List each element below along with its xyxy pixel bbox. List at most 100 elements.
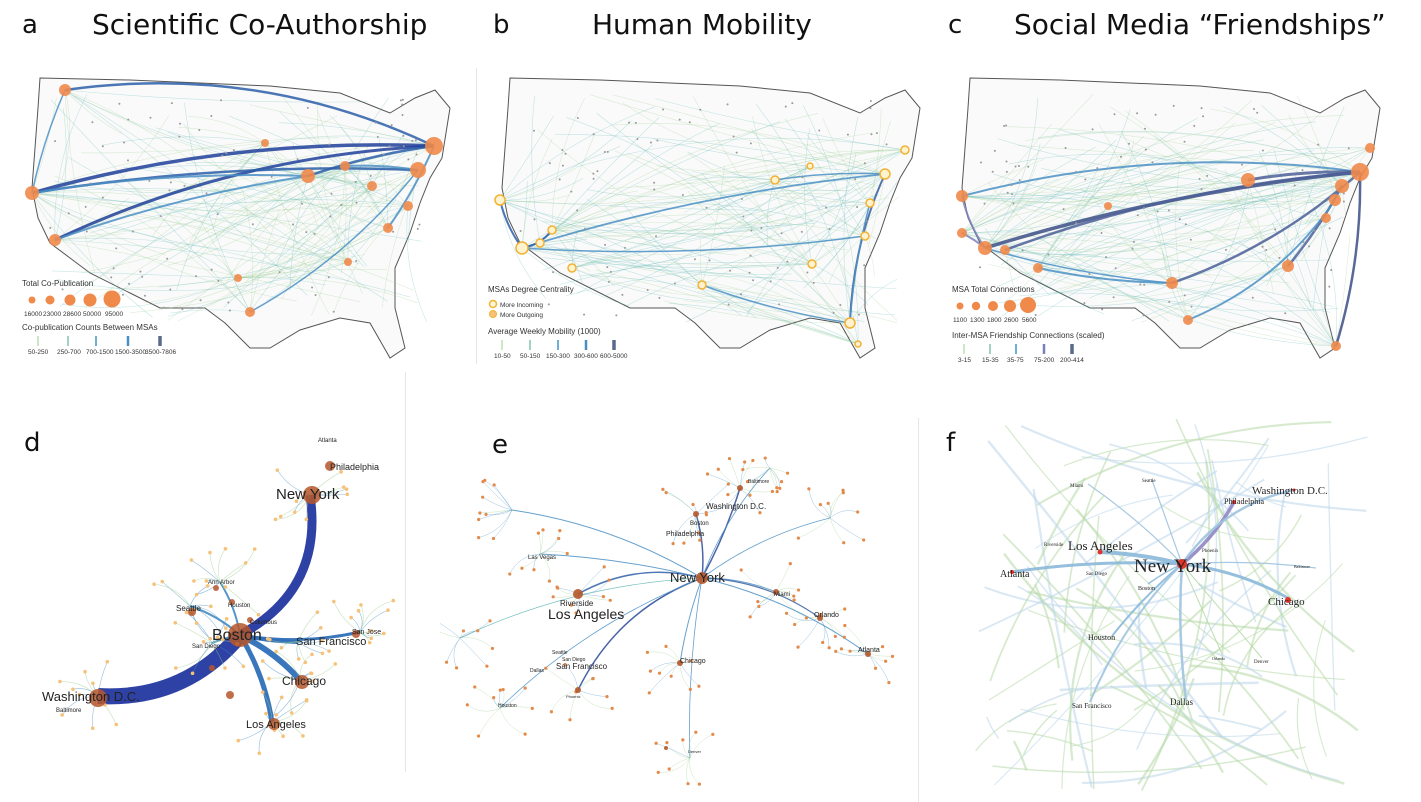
msa-dot — [101, 145, 104, 148]
msa-dot — [414, 139, 417, 142]
msa-dot — [329, 215, 332, 218]
map-edge — [555, 133, 886, 175]
map-edge — [167, 131, 373, 187]
msa-dot — [210, 268, 213, 271]
map-edge-major — [521, 235, 866, 253]
map-edge — [54, 115, 169, 241]
map-edge — [85, 175, 309, 308]
network-edge — [844, 625, 869, 655]
network-node — [665, 741, 669, 745]
network-node — [602, 565, 606, 569]
msa-node — [49, 234, 61, 246]
network-edge — [1198, 583, 1288, 629]
network-edge — [829, 492, 844, 519]
coauthorship-nodes — [25, 84, 443, 317]
map-edge — [1061, 185, 1343, 258]
network-edge — [829, 517, 844, 543]
msa-dot — [61, 288, 64, 291]
map-edge — [717, 165, 811, 210]
msa-dot — [168, 189, 171, 192]
network-edge — [1090, 515, 1100, 790]
network-edge — [1087, 483, 1183, 565]
network-edge — [359, 631, 384, 637]
network-node — [664, 644, 668, 648]
network-node — [260, 690, 265, 694]
label-san-diego: San Diego — [562, 657, 586, 663]
label-philadelphia: Philadelphia — [330, 462, 379, 472]
network-edge — [1180, 488, 1295, 565]
msa-node — [1183, 315, 1193, 325]
msa-node — [494, 194, 506, 206]
label-atlanta: Atlanta — [318, 438, 337, 444]
msa-node — [234, 274, 242, 282]
map-edge — [184, 102, 251, 313]
map-edge-major — [1334, 171, 1362, 347]
map-edge — [656, 149, 906, 173]
msa-dot — [621, 293, 624, 296]
map-edge — [664, 300, 851, 324]
map-edge — [1044, 171, 1361, 289]
network-node — [667, 767, 671, 771]
msa-dot — [740, 197, 743, 200]
msa-dot — [1128, 142, 1131, 145]
map-edge — [264, 142, 330, 315]
legend-edge-swatches — [963, 344, 1074, 354]
map-edge — [551, 97, 586, 231]
network-node — [173, 666, 178, 670]
network-node — [243, 561, 248, 565]
map-edge — [766, 179, 776, 246]
map-edge — [571, 223, 792, 269]
msa-dot — [979, 266, 982, 269]
network-edge — [701, 577, 821, 619]
msa-dot — [328, 143, 331, 146]
map-edge — [1025, 131, 1361, 173]
network-node — [827, 646, 831, 650]
msa-dot — [301, 202, 304, 205]
network-node — [310, 679, 314, 684]
map-edge — [54, 108, 67, 241]
map-edge — [624, 204, 703, 286]
msa-dot — [1206, 174, 1209, 177]
network-node — [694, 730, 698, 734]
map-edge — [521, 247, 897, 290]
map-edge — [1156, 218, 1173, 284]
map-edge — [54, 233, 125, 241]
map-edge — [784, 118, 866, 237]
legend-size-title: MSA Total Connections — [952, 285, 1035, 294]
map-edge — [340, 165, 347, 275]
network-node — [476, 734, 481, 738]
legend-edge-swatches — [37, 336, 162, 346]
msa-dot — [1062, 208, 1065, 211]
msa-dot — [369, 174, 372, 177]
msa-dot — [1113, 113, 1116, 116]
legend-node-title: MSAs Degree Centrality — [488, 285, 574, 294]
network-node — [671, 542, 675, 546]
msa-dot — [355, 201, 358, 204]
network-edge — [1181, 563, 1223, 655]
network-edge — [545, 667, 579, 691]
map-edge — [1187, 184, 1250, 321]
map-edge — [1037, 149, 1141, 269]
divider — [405, 372, 406, 772]
legend-size-value: 50000 — [83, 311, 101, 318]
network-node — [556, 586, 560, 590]
legend-size-value: 23000 — [43, 311, 61, 318]
map-edge — [551, 131, 596, 231]
label-los-angeles: Los Angeles — [548, 606, 624, 622]
msa-dot — [354, 180, 357, 183]
map-edge — [155, 127, 373, 187]
network-edge — [1181, 563, 1263, 659]
map-edge-major — [521, 173, 886, 249]
network-node — [821, 640, 825, 645]
network-node — [184, 610, 189, 615]
msa-dot — [1225, 248, 1228, 251]
msa-dot — [1047, 253, 1050, 256]
map-edge — [693, 274, 859, 345]
network-node — [260, 659, 265, 663]
msa-node — [1033, 263, 1043, 273]
map-edge — [688, 176, 776, 181]
network-node — [90, 726, 95, 731]
label-philadelphia: Philadelphia — [666, 531, 704, 538]
map-edge — [531, 95, 541, 244]
msa-dot — [681, 193, 684, 196]
